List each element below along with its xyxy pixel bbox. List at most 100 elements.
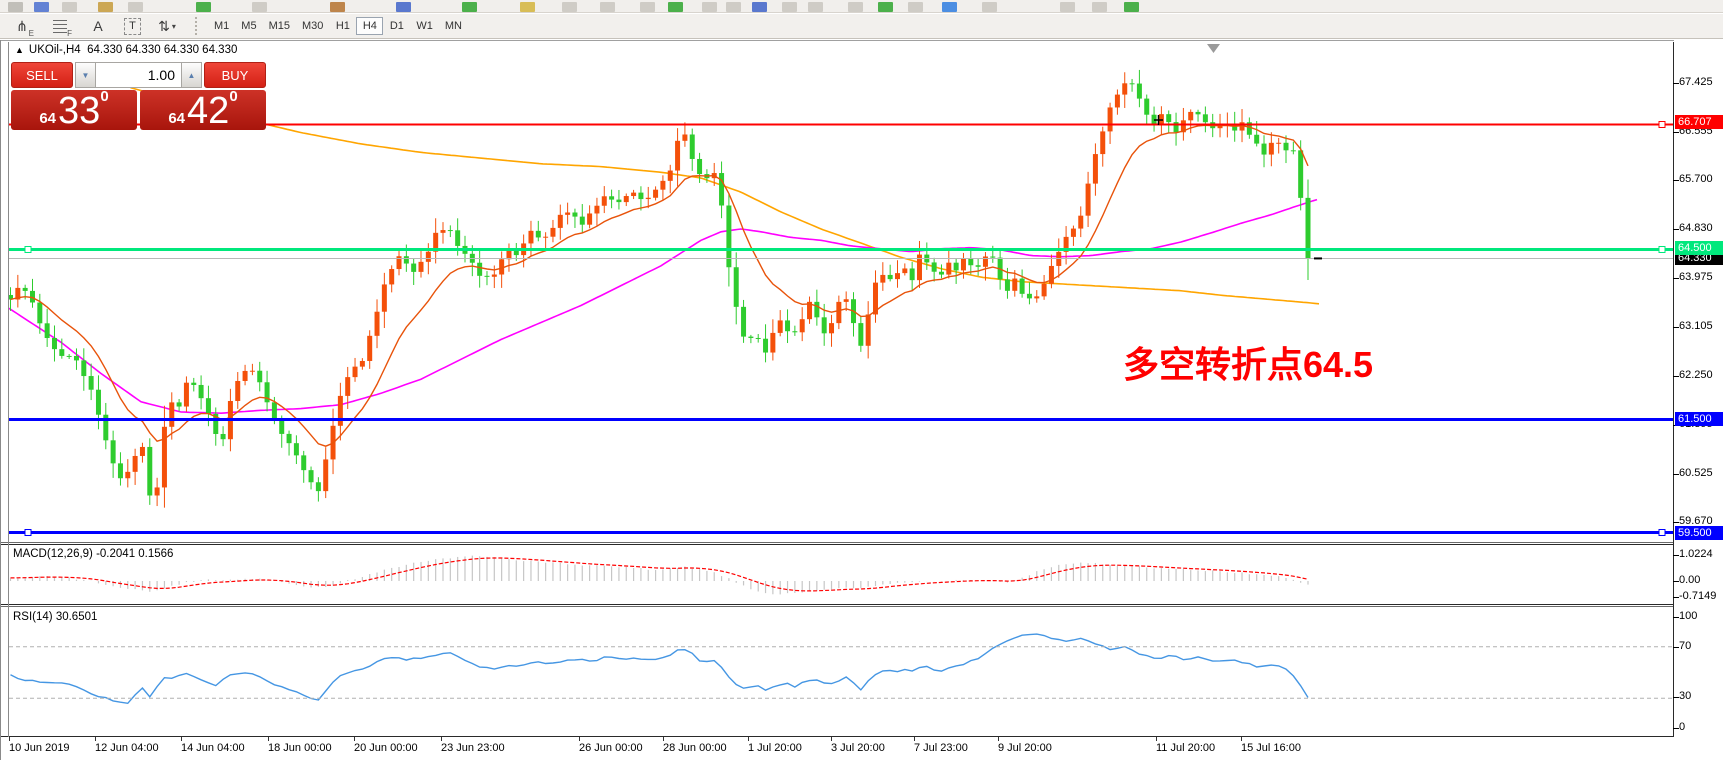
toolbar-icon-partial[interactable] [520, 2, 535, 12]
volume-input[interactable]: 1.00 [96, 62, 181, 88]
price-axis-tick: 65.700 [1679, 173, 1713, 185]
toolbar-icon-partial[interactable] [252, 2, 267, 12]
toolbar-icon-partial[interactable] [982, 2, 997, 12]
buy-button[interactable]: BUY [204, 62, 266, 88]
price-line-label: 64.500 [1675, 241, 1723, 255]
volume-increase-button[interactable]: ▲ [181, 62, 202, 88]
chart-annotation-text[interactable]: 多空转折点64.5 [1123, 344, 1374, 385]
toolbar-icon-partial[interactable] [1092, 2, 1107, 12]
time-axis-label: 7 Jul 23:00 [914, 742, 968, 754]
toolbar-icon-partial[interactable] [462, 2, 477, 12]
macd-indicator-label: MACD(12,26,9) -0.2041 0.1566 [13, 548, 174, 560]
time-axis-label: 28 Jun 00:00 [663, 742, 727, 754]
time-axis-label: 26 Jun 00:00 [579, 742, 643, 754]
rsi-scale-tick: 0 [1679, 721, 1686, 733]
price-axis-tick: 59.670 [1679, 515, 1713, 527]
chart-window[interactable]: ▲ UKOil-,H4 64.330 64.330 64.330 64.330 S… [0, 40, 1723, 760]
timeframe-m1[interactable]: M1 [214, 20, 230, 32]
time-axis-label: 3 Jul 20:00 [831, 742, 885, 754]
price-line-label: 61.500 [1675, 412, 1723, 426]
timeframe-mn[interactable]: MN [444, 20, 462, 32]
toolbar-icon-partial[interactable] [8, 2, 23, 12]
toolbar-icon-partial[interactable] [562, 2, 577, 12]
sell-price-panel[interactable]: 64 33 0 [11, 88, 137, 132]
time-axis-label: 23 Jun 23:00 [441, 742, 505, 754]
time-axis-label: 9 Jul 20:00 [998, 742, 1052, 754]
timeframe-w1[interactable]: W1 [416, 20, 433, 32]
rsi-scale-tick: 70 [1679, 640, 1692, 652]
time-axis-label: 11 Jul 20:00 [1156, 742, 1216, 754]
timeframe-toolbar: M1 M5 M15 M30 H1 H4 D1 W1 MN [208, 14, 468, 38]
sell-price-big: 33 [58, 89, 101, 132]
time-axis-label: 20 Jun 00:00 [354, 742, 418, 754]
toolbar-icon-partial[interactable] [396, 2, 411, 12]
price-axis-tick: 64.830 [1679, 222, 1713, 234]
time-axis-label: 1 Jul 20:00 [748, 742, 802, 754]
volume-decrease-button[interactable]: ▼ [75, 62, 96, 88]
toolbar-icon-partial[interactable] [128, 2, 143, 12]
toolbar-icon-partial[interactable] [640, 2, 655, 12]
time-axis-label: 18 Jun 00:00 [268, 742, 332, 754]
timeframe-m15[interactable]: M15 [268, 20, 290, 32]
buy-price-panel[interactable]: 64 42 0 [140, 88, 266, 130]
toolbar-icon-partial[interactable] [196, 2, 211, 12]
ohlc-values: 64.330 64.330 64.330 64.330 [87, 44, 238, 56]
toolbar-icon-partial[interactable] [98, 2, 113, 12]
price-axis-tick: 62.250 [1679, 369, 1713, 381]
collapse-triangle-icon[interactable]: ▲ [15, 45, 24, 55]
price-axis-tick: 63.975 [1679, 271, 1713, 283]
sell-price-sup: 0 [100, 88, 109, 105]
toolbar: ⋔ E F A T ⇅ ▾ M1 M5 M15 M30 H1 H4 D1 W1 MN [0, 14, 1723, 39]
one-click-trading-panel: SELL ▼ 1.00 ▲ BUY 64 33 0 64 42 0 [11, 62, 266, 130]
arrow-objects-icon[interactable]: ⇅ ▾ [158, 17, 176, 34]
toolbar-icon-partial[interactable] [34, 2, 49, 12]
fibo-grid-icon[interactable]: F [48, 16, 72, 38]
sell-price-small: 64 [39, 109, 57, 127]
chart-title: ▲ UKOil-,H4 64.330 64.330 64.330 64.330 [15, 44, 237, 56]
toolbar-icon-partial[interactable] [808, 2, 823, 12]
price-line-label: 66.707 [1675, 115, 1723, 129]
toolbar-icon-partial[interactable] [1124, 2, 1139, 12]
toolbar-icon-partial[interactable] [782, 2, 797, 12]
symbol-label: UKOil-,H4 [28, 44, 81, 56]
toolbar-icon-partial[interactable] [878, 2, 893, 12]
price-axis-tick: 63.105 [1679, 320, 1713, 332]
sell-button[interactable]: SELL [11, 62, 73, 88]
toolbar-icon-partial[interactable] [702, 2, 717, 12]
macd-scale-tick: -0.7149 [1679, 590, 1717, 602]
toolbar-icon-partial[interactable] [752, 2, 767, 12]
macd-scale-tick: 0.00 [1679, 574, 1701, 586]
toolbar-icon-partial[interactable] [668, 2, 683, 12]
toolbar-icon-partial[interactable] [848, 2, 863, 12]
timeframe-m30[interactable]: M30 [301, 20, 324, 32]
toolbar-grip[interactable] [195, 17, 198, 35]
toolbar-icon-partial[interactable] [908, 2, 923, 12]
timeframe-h4[interactable]: H4 [356, 17, 384, 35]
timeframe-h1[interactable]: H1 [335, 20, 350, 32]
toolbar-icon-partial[interactable] [942, 2, 957, 12]
buy-price-sup: 0 [229, 88, 238, 105]
price-line-label: 59.500 [1675, 526, 1723, 540]
toolbar-icon-partial[interactable] [330, 2, 345, 12]
macd-scale-tick: 1.0224 [1679, 548, 1713, 560]
text-box-icon[interactable]: T [124, 17, 141, 35]
rsi-scale-tick: 30 [1679, 690, 1692, 702]
rsi-scale-tick: 100 [1679, 610, 1698, 622]
timeframe-m5[interactable]: M5 [241, 20, 257, 32]
time-axis-label: 14 Jun 04:00 [181, 742, 245, 754]
drawing-toolbar: ⋔ E F A T ⇅ ▾ [0, 14, 179, 38]
price-axis-tick: 60.525 [1679, 467, 1713, 479]
buy-price-small: 64 [168, 109, 186, 127]
time-axis-label: 10 Jun 2019 [9, 742, 70, 754]
pitchfork-icon[interactable]: ⋔ E [16, 17, 34, 39]
toolbar-icon-partial[interactable] [726, 2, 741, 12]
time-axis-label: 15 Jul 16:00 [1241, 742, 1301, 754]
toolbar-row-partial [0, 0, 1723, 13]
time-axis-label: 12 Jun 04:00 [95, 742, 159, 754]
toolbar-icon-partial[interactable] [62, 2, 77, 12]
toolbar-icon-partial[interactable] [600, 2, 615, 12]
text-label-icon[interactable]: A [93, 18, 103, 34]
timeframe-d1[interactable]: D1 [389, 20, 404, 32]
toolbar-icon-partial[interactable] [1060, 2, 1075, 12]
